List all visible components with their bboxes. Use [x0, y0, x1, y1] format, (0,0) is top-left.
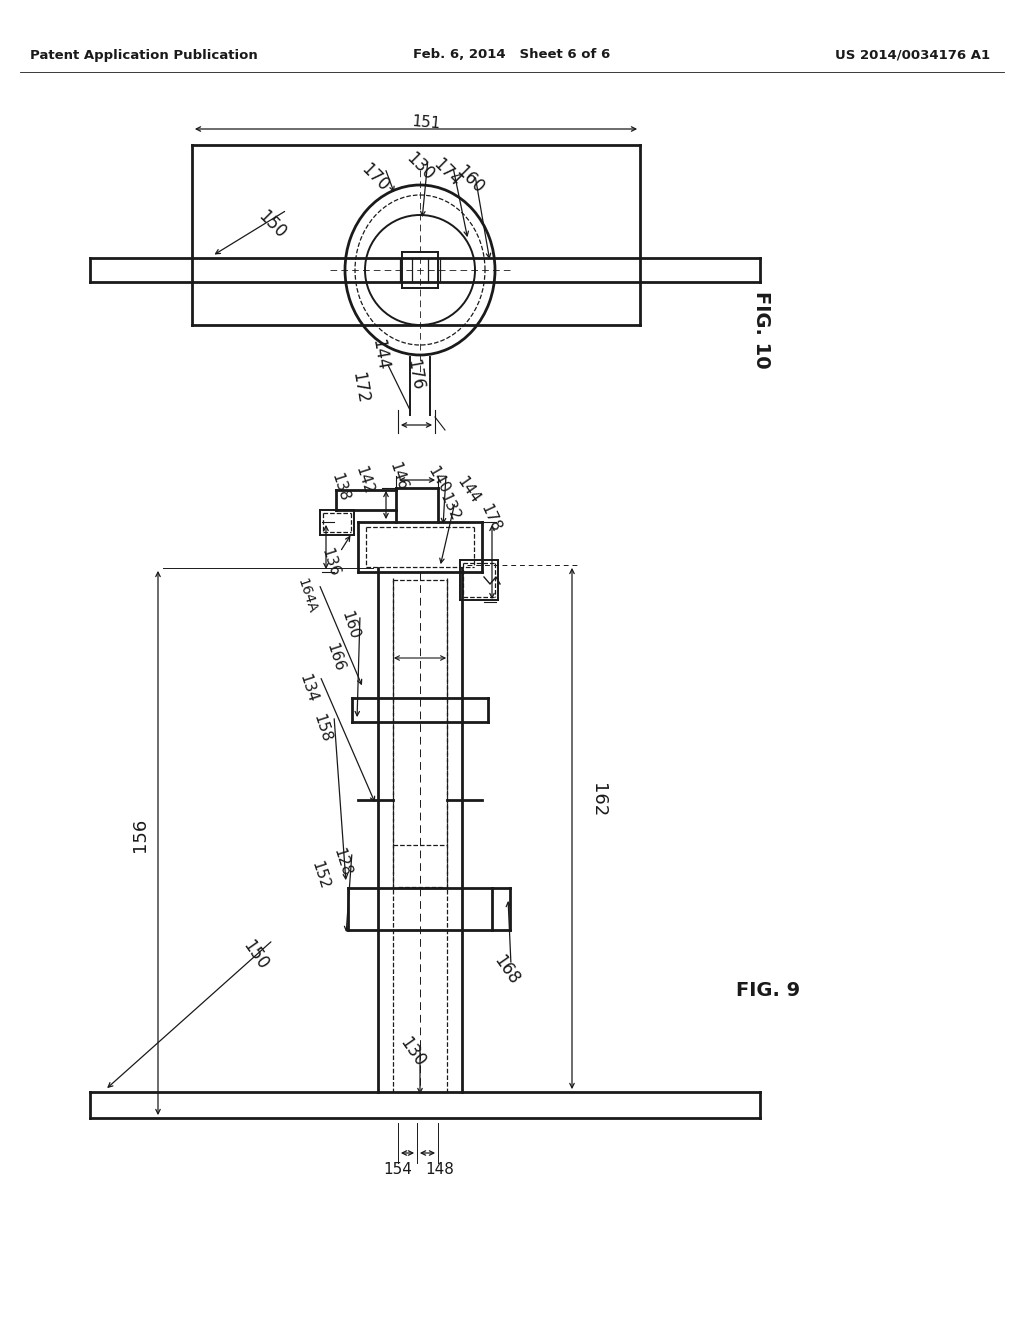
Text: 144: 144 — [369, 338, 391, 372]
Text: US 2014/0034176 A1: US 2014/0034176 A1 — [835, 49, 990, 62]
Text: 152: 152 — [308, 859, 332, 891]
Text: 136: 136 — [318, 546, 342, 578]
Text: 162: 162 — [589, 783, 607, 817]
Text: 160: 160 — [338, 609, 361, 642]
Text: 151: 151 — [411, 115, 441, 132]
Text: FIG. 10: FIG. 10 — [753, 292, 771, 368]
Text: Patent Application Publication: Patent Application Publication — [30, 49, 258, 62]
Text: 144: 144 — [454, 474, 482, 506]
Text: 130: 130 — [395, 1034, 428, 1071]
Text: 166: 166 — [324, 640, 347, 673]
Text: FIG. 9: FIG. 9 — [736, 981, 800, 999]
Text: 164A: 164A — [295, 577, 319, 615]
Text: 128: 128 — [331, 846, 353, 878]
Text: 172: 172 — [348, 371, 372, 405]
Text: 150: 150 — [239, 937, 271, 973]
Text: 140: 140 — [424, 463, 452, 496]
Text: 150: 150 — [254, 207, 290, 243]
Text: 168: 168 — [489, 952, 522, 989]
Text: 142: 142 — [352, 463, 376, 496]
Text: 156: 156 — [131, 818, 150, 853]
Text: 170: 170 — [357, 161, 392, 195]
Text: 154: 154 — [384, 1163, 413, 1177]
Text: Feb. 6, 2014   Sheet 6 of 6: Feb. 6, 2014 Sheet 6 of 6 — [414, 49, 610, 62]
Text: 130: 130 — [402, 149, 437, 185]
Text: 132: 132 — [437, 491, 463, 523]
Text: 176: 176 — [403, 358, 427, 392]
Text: 134: 134 — [296, 672, 319, 704]
Text: 160: 160 — [453, 162, 487, 198]
Text: 148: 148 — [426, 1163, 455, 1177]
Text: 158: 158 — [310, 711, 334, 744]
Text: 178: 178 — [477, 502, 503, 535]
Text: 174: 174 — [429, 156, 465, 190]
Text: 138: 138 — [329, 471, 351, 503]
Text: 146: 146 — [386, 459, 410, 492]
